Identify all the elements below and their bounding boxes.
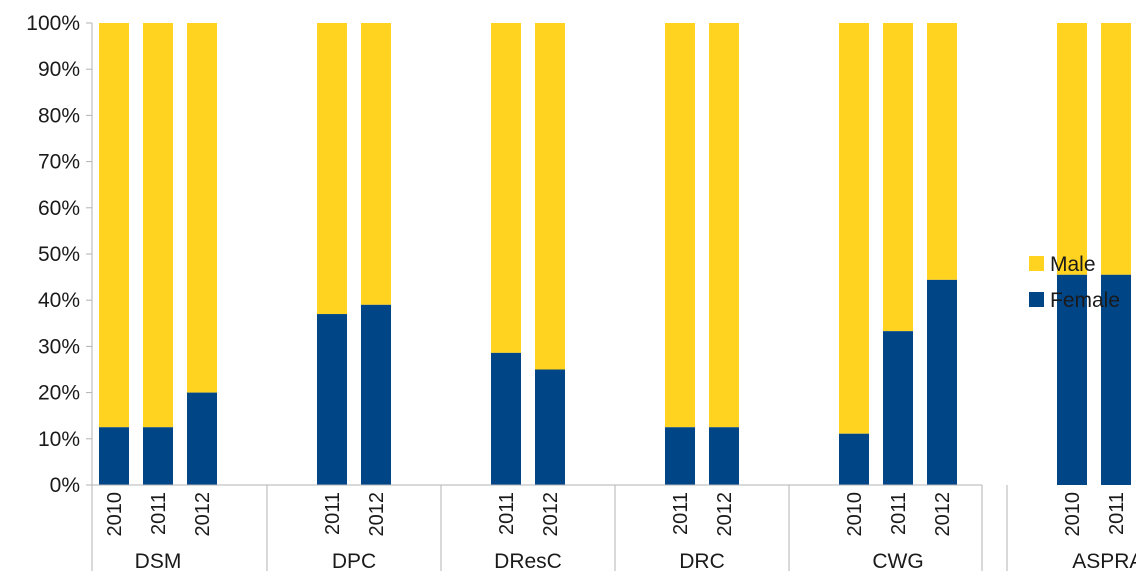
bar-male-dpc-2011 (317, 23, 347, 315)
bar-female-cwg-2010 (839, 433, 869, 485)
bar-female-asprag-2010 (1057, 274, 1087, 485)
bar-female-cwg-2012 (927, 279, 957, 485)
bar-female-dresc-2011 (491, 352, 521, 485)
y-tick-label: 70% (38, 151, 80, 174)
bars (99, 23, 1131, 485)
bar-male-cwg-2011 (883, 23, 913, 332)
x-group-label-dresc: DResC (494, 550, 562, 571)
bar-male-drc-2011 (665, 23, 695, 428)
x-group-label-dsm: DSM (135, 550, 182, 571)
y-tick-label: 50% (38, 243, 80, 266)
x-tick-label-year: 2010 (1062, 492, 1084, 537)
x-tick-label-year: 2011 (148, 492, 170, 535)
bar-female-drc-2012 (709, 427, 739, 485)
x-group-label-drc: DRC (679, 550, 725, 571)
y-tick-label: 90% (38, 58, 80, 81)
y-tick-label: 30% (38, 335, 80, 358)
x-tick-label-year: 2012 (192, 492, 214, 537)
legend-swatch-male (1029, 256, 1044, 271)
bar-male-dsm-2010 (99, 23, 129, 428)
bar-female-dpc-2012 (361, 304, 391, 485)
x-group-label-cwg: CWG (872, 550, 923, 571)
y-axis: 0% 10% 20% 30% 40% 50% 60% 70% 80% 90% 100% (26, 12, 93, 497)
bar-female-asprag-2011 (1101, 274, 1131, 485)
bar-female-dpc-2011 (317, 314, 347, 485)
x-axis: 2010 2011 2012 DSM 2011 2012 DPC 2011 2012 DResC 2… (91, 484, 1136, 571)
bar-female-cwg-2011 (883, 331, 913, 485)
legend-label-female: Female (1050, 289, 1120, 312)
x-tick-label-year: 2011 (1106, 492, 1128, 535)
bar-male-cwg-2010 (839, 23, 869, 434)
x-tick-label-year: 2012 (932, 492, 954, 537)
x-tick-label-year: 2010 (104, 492, 126, 537)
x-tick-label-year: 2012 (540, 492, 562, 537)
bar-male-asprag-2010 (1057, 23, 1087, 275)
y-tick-label: 60% (38, 197, 80, 220)
x-tick-label-year: 2011 (496, 492, 518, 535)
x-tick-label-year: 2012 (714, 492, 736, 537)
y-tick-label: 10% (38, 428, 80, 451)
bar-male-dresc-2011 (491, 23, 521, 353)
x-tick-label-year: 2012 (366, 492, 388, 537)
bar-male-dpc-2012 (361, 23, 391, 305)
x-tick-label-year: 2011 (888, 492, 910, 535)
x-group-label-asprag: ASPRAG (1072, 550, 1136, 571)
bar-male-dsm-2011 (143, 23, 173, 428)
bar-male-dsm-2012 (187, 23, 217, 393)
x-tick-label-year: 2011 (322, 492, 344, 535)
y-tick-label: 0% (50, 474, 80, 497)
bar-female-dsm-2010 (99, 427, 129, 485)
x-tick-label-year: 2011 (670, 492, 692, 535)
bar-male-asprag-2011 (1101, 23, 1131, 275)
y-tick-label: 80% (38, 104, 80, 127)
bar-female-dsm-2012 (187, 392, 217, 485)
bar-female-dsm-2011 (143, 427, 173, 485)
x-tick-label-year: 2010 (844, 492, 866, 537)
bar-female-drc-2011 (665, 427, 695, 485)
legend-label-male: Male (1050, 253, 1096, 276)
bar-male-drc-2012 (709, 23, 739, 428)
x-group-label-dpc: DPC (332, 550, 376, 571)
bar-male-cwg-2012 (927, 23, 957, 280)
y-tick-label: 20% (38, 382, 80, 405)
bar-male-dresc-2012 (535, 23, 565, 370)
legend: Male Female (1029, 253, 1120, 312)
y-tick-label: 40% (38, 289, 80, 312)
bar-female-dresc-2012 (535, 369, 565, 485)
y-tick-label: 100% (26, 12, 80, 35)
legend-swatch-female (1029, 292, 1044, 307)
